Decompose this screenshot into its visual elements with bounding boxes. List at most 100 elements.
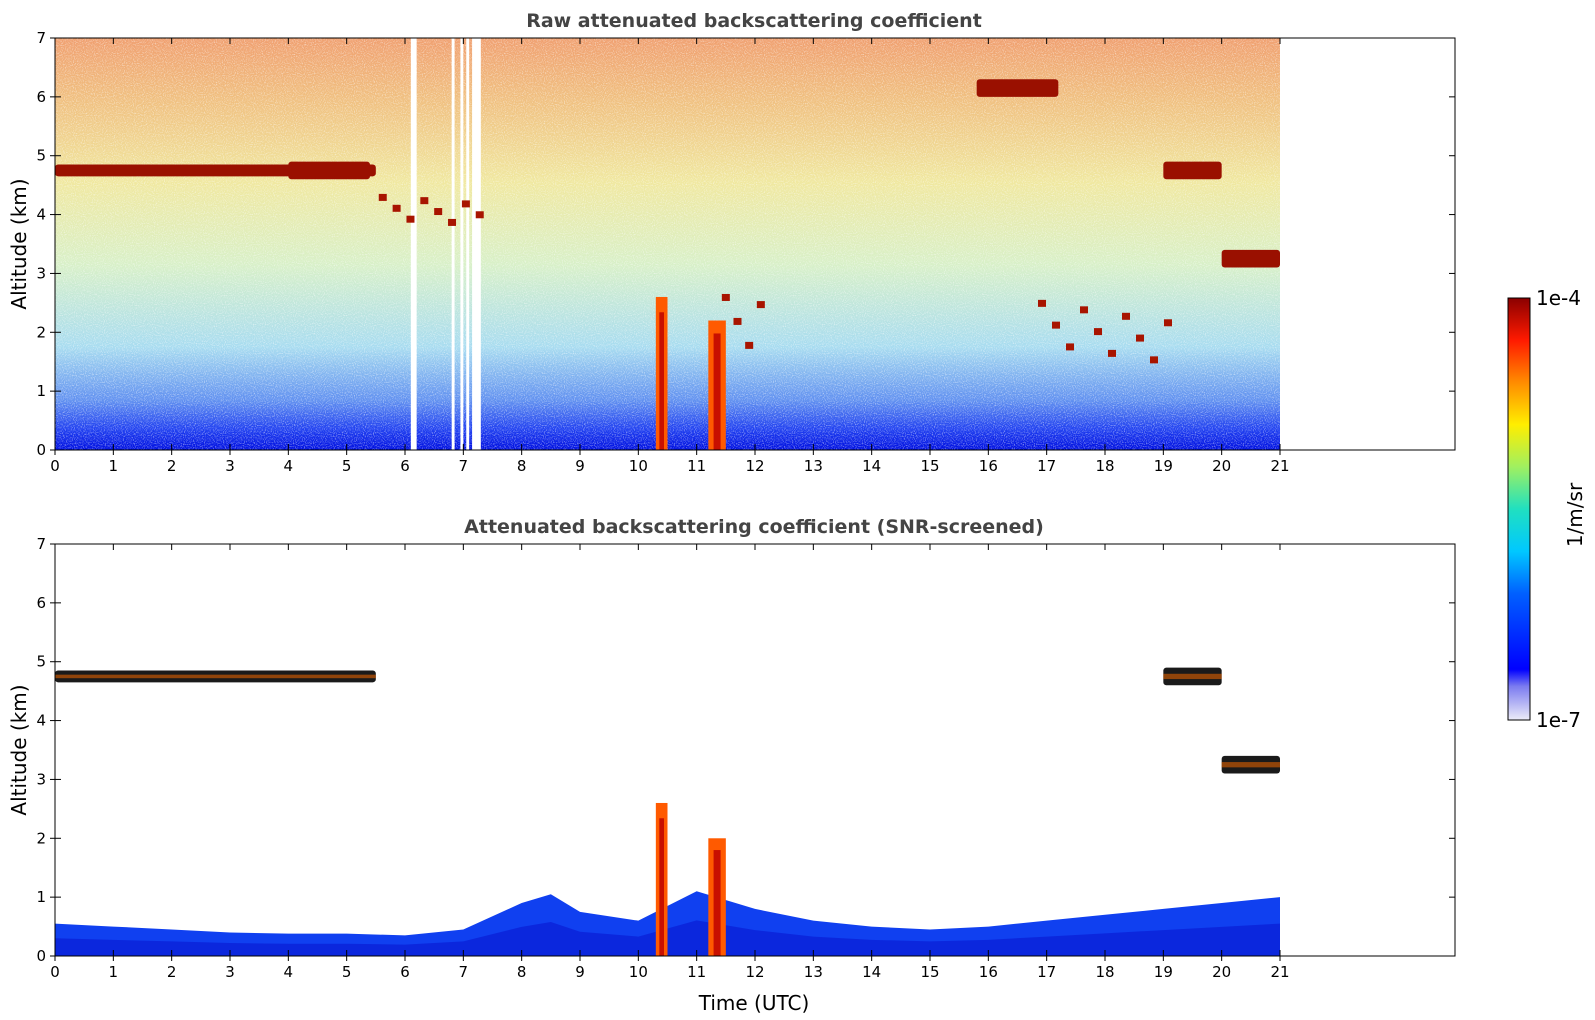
x-tick-label: 9 xyxy=(575,457,585,475)
cloud-patch xyxy=(1164,319,1172,327)
x-tick-label: 5 xyxy=(342,457,352,475)
cloud-patch xyxy=(756,301,765,309)
convective-core xyxy=(659,818,664,956)
x-tick-label: 21 xyxy=(1270,963,1289,981)
y-tick-label: 1 xyxy=(36,382,46,400)
y-tick-label: 6 xyxy=(36,88,46,106)
x-tick-label: 13 xyxy=(804,963,823,981)
x-tick-label: 21 xyxy=(1270,457,1289,475)
panel-screened-frame xyxy=(54,543,1456,957)
panel-raw-title: Raw attenuated backscattering coefficien… xyxy=(526,10,982,32)
x-tick-label: 3 xyxy=(225,457,235,475)
cloud-patch xyxy=(1150,356,1158,364)
cloud-patch xyxy=(461,200,470,208)
y-tick-label: 2 xyxy=(36,829,46,847)
panel-screened: Attenuated backscattering coefficient (S… xyxy=(7,516,1456,1015)
colorbar-unit-label: 1/m/sr xyxy=(1563,482,1587,547)
cloud-patch xyxy=(1122,312,1130,320)
colorbar-gradient xyxy=(1507,297,1531,721)
cloud-patch xyxy=(475,211,484,219)
x-tick-label: 17 xyxy=(1037,963,1056,981)
cloud-patch xyxy=(745,341,754,349)
x-tick-label: 18 xyxy=(1095,963,1114,981)
cloud-patch xyxy=(721,293,730,301)
convective-core xyxy=(659,312,664,450)
x-tick-label: 8 xyxy=(517,963,527,981)
cloud-layer xyxy=(1221,249,1280,268)
cloud-patch xyxy=(1080,306,1088,314)
cloud-patch xyxy=(1066,343,1074,351)
x-tick-label: 20 xyxy=(1212,457,1231,475)
x-tick-label: 2 xyxy=(167,963,177,981)
y-tick-label: 6 xyxy=(36,594,46,612)
x-tick-label: 4 xyxy=(284,457,294,475)
panel-screened-axes: 0 1 2 3 4 5 6 7 8 9 10 11 12 13 14 15 16 17 18 19 20 21012345… xyxy=(36,535,1455,981)
y-tick-label: 5 xyxy=(36,653,46,671)
x-tick-label: 14 xyxy=(862,963,881,981)
x-tick-label: 16 xyxy=(979,963,998,981)
cloud-patch xyxy=(1094,328,1102,336)
x-tick-label: 8 xyxy=(517,457,527,475)
cloud-patch xyxy=(420,197,429,205)
x-tick-label: 7 xyxy=(459,457,469,475)
panel-screened-xlabel: Time (UTC) xyxy=(698,991,810,1015)
x-tick-label: 15 xyxy=(920,457,939,475)
convective-core xyxy=(713,850,721,956)
x-tick-label: 3 xyxy=(225,963,235,981)
colorbar: 1e-4 1e-7 1/m/sr xyxy=(1507,286,1587,732)
x-tick-label: 5 xyxy=(342,963,352,981)
colorbar-min-label: 1e-7 xyxy=(1536,708,1581,732)
data-gap xyxy=(466,38,470,450)
x-tick-label: 6 xyxy=(400,963,410,981)
panel-screened-title: Attenuated backscattering coefficient (S… xyxy=(464,516,1044,538)
x-tick-label: 11 xyxy=(687,963,706,981)
panel-raw-ylabel: Altitude (km) xyxy=(7,178,31,309)
y-tick-label: 3 xyxy=(36,264,46,282)
cloud-patch xyxy=(434,208,443,216)
x-tick-label: 0 xyxy=(50,457,60,475)
y-tick-label: 5 xyxy=(36,147,46,165)
data-gap xyxy=(451,38,455,450)
cloud-patch xyxy=(1136,334,1144,342)
x-tick-label: 11 xyxy=(687,457,706,475)
x-tick-label: 0 xyxy=(50,963,60,981)
y-tick-label: 0 xyxy=(36,947,46,965)
x-tick-label: 19 xyxy=(1154,457,1173,475)
panel-raw-axes: 0 1 2 3 4 5 6 7 8 9 10 11 12 13 14 15 16 17 18 19 20 21012345… xyxy=(36,29,1455,475)
cloud-patch xyxy=(1038,299,1046,307)
x-tick-label: 18 xyxy=(1095,457,1114,475)
x-tick-label: 4 xyxy=(284,963,294,981)
x-tick-label: 15 xyxy=(920,963,939,981)
x-tick-label: 6 xyxy=(400,457,410,475)
x-tick-label: 17 xyxy=(1037,457,1056,475)
cloud-patch xyxy=(1108,349,1116,357)
cloud-layer-interior xyxy=(55,674,376,679)
cloud-patch xyxy=(392,204,401,212)
cloud-patch xyxy=(448,218,457,226)
y-tick-label: 1 xyxy=(36,888,46,906)
panel-screened-ylabel: Altitude (km) xyxy=(7,684,31,815)
cloud-patch xyxy=(733,317,742,325)
convective-core xyxy=(713,333,721,450)
cloud-patch xyxy=(406,215,415,223)
cloud-patch xyxy=(1052,321,1060,329)
cloud-layer xyxy=(1163,161,1222,180)
x-tick-label: 13 xyxy=(804,457,823,475)
cloud-patch xyxy=(378,193,387,201)
data-gap xyxy=(460,38,464,450)
x-tick-label: 12 xyxy=(745,457,764,475)
colorbar-max-label: 1e-4 xyxy=(1536,286,1581,310)
panel-raw-plot-area xyxy=(55,38,1280,450)
x-tick-label: 10 xyxy=(629,963,648,981)
x-tick-label: 19 xyxy=(1154,963,1173,981)
x-tick-label: 14 xyxy=(862,457,881,475)
x-tick-label: 16 xyxy=(979,457,998,475)
y-tick-label: 4 xyxy=(36,206,46,224)
x-tick-label: 20 xyxy=(1212,963,1231,981)
cloud-layer xyxy=(976,79,1059,97)
x-tick-label: 2 xyxy=(167,457,177,475)
cloud-layer xyxy=(288,161,370,180)
x-tick-label: 7 xyxy=(459,963,469,981)
y-tick-label: 4 xyxy=(36,712,46,730)
